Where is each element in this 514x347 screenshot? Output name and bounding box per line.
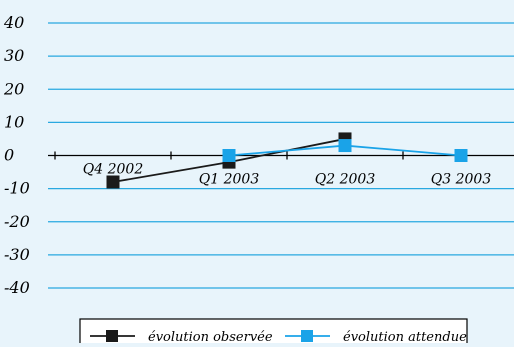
y-tick-label: -30 <box>4 245 30 264</box>
series-lines <box>106 132 468 189</box>
legend-marker <box>106 330 118 342</box>
gridlines <box>48 22 514 289</box>
legend-label: évolution observée <box>148 330 273 343</box>
x-axis <box>48 151 514 160</box>
y-tick-label: -40 <box>4 278 30 297</box>
y-tick-label: 30 <box>4 46 24 65</box>
y-tick-label: -20 <box>4 212 30 231</box>
x-category-label: Q2 2003 <box>315 172 376 188</box>
legend-box <box>79 318 468 347</box>
y-tick-label: 40 <box>3 13 24 32</box>
data-point-expected <box>222 149 236 162</box>
legend-marker <box>301 330 313 342</box>
x-axis-labels: Q4 2002 Q1 2003 Q2 2003 Q3 2003 <box>83 162 492 188</box>
y-tick-label: 0 <box>4 146 14 165</box>
y-tick-label: 20 <box>3 79 24 98</box>
y-tick-label: -10 <box>4 179 30 198</box>
x-category-label: Q3 2003 <box>431 172 492 188</box>
legend: évolution observée évolution attendue <box>79 318 468 347</box>
legend-label: évolution attendue <box>343 330 467 343</box>
data-point-expected <box>454 149 468 162</box>
y-tick-label: 10 <box>4 112 24 131</box>
data-point-observed <box>106 175 120 189</box>
data-point-expected <box>338 139 352 153</box>
x-category-label: Q4 2002 <box>83 162 144 178</box>
x-category-label: Q1 2003 <box>199 172 260 188</box>
y-axis-ticks: 40 30 20 10 0 -10 -20 -30 -40 <box>3 13 30 297</box>
